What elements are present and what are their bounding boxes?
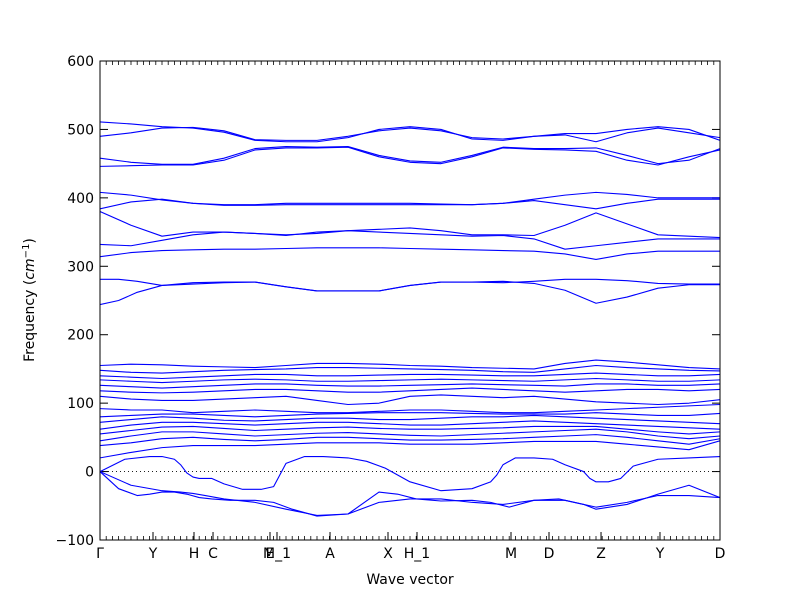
band-series-line bbox=[100, 428, 720, 442]
x-tick-label: Y bbox=[655, 546, 665, 562]
y-tick-labels: −100 0 100 200 300 400 500 600 bbox=[56, 54, 94, 549]
y-axis-title-exponent: −1 bbox=[21, 244, 32, 259]
y-tick-label: 600 bbox=[67, 54, 94, 70]
band-series-line bbox=[100, 145, 720, 165]
x-tick-label: Γ bbox=[96, 546, 104, 562]
x-axis-title: Wave vector bbox=[366, 572, 454, 588]
band-series-line bbox=[100, 121, 720, 143]
band-series-line bbox=[100, 278, 720, 292]
band-series-line bbox=[100, 247, 720, 260]
band-series-line bbox=[100, 414, 720, 425]
x-tick-label: D bbox=[715, 546, 726, 562]
y-tick-label: 400 bbox=[67, 191, 94, 207]
band-series-line bbox=[100, 364, 720, 374]
band-series-line bbox=[100, 412, 720, 418]
y-tick-label: 300 bbox=[67, 259, 94, 275]
x-tick-label: M_1 bbox=[263, 546, 291, 562]
band-series-line bbox=[100, 230, 720, 250]
y-tick-label: 0 bbox=[85, 465, 94, 481]
band-series-line bbox=[100, 394, 720, 406]
x-tick-label: E bbox=[266, 546, 275, 562]
band-series-line bbox=[100, 471, 720, 516]
band-series-line bbox=[100, 377, 720, 384]
y-tick-label: −100 bbox=[56, 533, 94, 549]
band-series-line bbox=[100, 359, 720, 370]
band-series-line bbox=[100, 210, 720, 239]
band-series-line bbox=[100, 455, 720, 492]
y-axis-title: Frequency (cm−1) bbox=[21, 238, 39, 362]
band-series-line bbox=[100, 372, 720, 380]
band-series-line bbox=[100, 126, 720, 143]
band-series-line bbox=[100, 420, 720, 430]
y-tick-label: 200 bbox=[67, 328, 94, 344]
x-tick-label: Z bbox=[596, 546, 606, 562]
y-tick-label: 500 bbox=[67, 122, 94, 138]
x-tick-label: D bbox=[544, 546, 555, 562]
x-tick-label: Y bbox=[148, 546, 158, 562]
band-series-line bbox=[100, 383, 720, 389]
band-series-line bbox=[100, 191, 720, 206]
band-series-line bbox=[100, 471, 720, 517]
y-axis-title-prefix: Frequency ( bbox=[22, 280, 38, 362]
x-tick-label: C bbox=[208, 546, 218, 562]
x-tick-label: H_1 bbox=[404, 546, 430, 562]
band-lines bbox=[100, 121, 720, 517]
band-series-line bbox=[100, 434, 720, 447]
y-tick-label: 100 bbox=[67, 396, 94, 412]
band-series-line bbox=[100, 387, 720, 394]
y-axis-title-suffix: ) bbox=[22, 238, 38, 243]
y-axis-title-unit: cm bbox=[22, 258, 38, 279]
x-tick-label: M bbox=[505, 546, 517, 562]
band-series-line bbox=[100, 403, 720, 414]
x-tick-label: A bbox=[325, 546, 335, 562]
x-tick-label: H bbox=[189, 546, 200, 562]
band-series-line bbox=[100, 146, 720, 167]
band-series-line bbox=[100, 425, 720, 435]
plot-frame bbox=[99, 60, 721, 541]
x-tick-label: X bbox=[383, 546, 393, 562]
band-series-line bbox=[100, 440, 720, 459]
x-tick-labels: Γ Y H C EM_1 A X H_1 M D Z Y D bbox=[96, 546, 725, 562]
